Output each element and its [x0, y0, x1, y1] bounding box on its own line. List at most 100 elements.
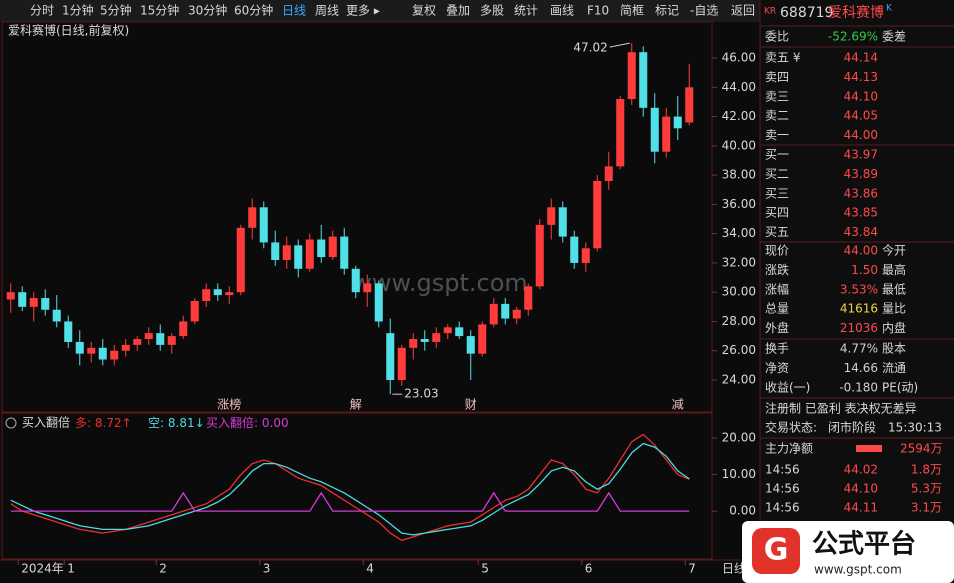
- order-label: 买五: [765, 225, 789, 239]
- stat-label: 总量: [765, 302, 789, 316]
- toolbar-button[interactable]: 多股: [480, 4, 504, 18]
- candle-body: [593, 180, 602, 249]
- toolbar-button[interactable]: 简框: [620, 4, 644, 18]
- order-label: 买二: [765, 167, 789, 181]
- legend-name: 多: [75, 416, 87, 430]
- y-tick-label: 26.00: [722, 343, 756, 357]
- price-frame: [1, 21, 713, 413]
- candle-body: [202, 289, 211, 301]
- order-price: 43.85: [844, 206, 878, 220]
- candle-body: [305, 239, 314, 269]
- legend-entry: 买入翻倍: 0.00: [206, 415, 289, 430]
- stat-value: 41616: [840, 302, 878, 316]
- order-price: 43.89: [844, 167, 878, 181]
- trade-price: 44.11: [844, 501, 878, 515]
- candle-body: [443, 327, 452, 334]
- candle-body: [236, 227, 245, 293]
- toolbar-button[interactable]: F10: [587, 4, 609, 18]
- order-label: 买三: [765, 186, 789, 200]
- toolbar-button[interactable]: 画线: [550, 4, 574, 18]
- candle-body: [144, 333, 153, 340]
- label: 委差: [882, 30, 906, 44]
- toolbar-tab[interactable]: 30分钟: [188, 3, 227, 18]
- candle-body: [98, 347, 107, 360]
- y-tick-label: 10.00: [722, 467, 756, 481]
- candle-body: [18, 292, 27, 307]
- y-tick-label: 38.00: [722, 168, 756, 182]
- main-net-value: 2594万: [900, 442, 943, 456]
- y-tick-label: 44.00: [722, 80, 756, 94]
- toolbar-tab[interactable]: 周线: [315, 4, 339, 18]
- toolbar-tab[interactable]: 15分钟: [140, 3, 179, 18]
- event-label: 减: [672, 398, 684, 412]
- candle-body: [110, 350, 119, 360]
- toolbar-tab[interactable]: 更多 ▸: [346, 4, 380, 18]
- min-label: 23.03: [404, 387, 438, 401]
- stat-label: 净资: [765, 361, 789, 375]
- market: KR: [764, 7, 776, 17]
- toolbar-tab[interactable]: 日线: [282, 4, 306, 18]
- toolbar-button[interactable]: 标记: [655, 4, 679, 18]
- candle-body: [455, 327, 464, 337]
- order-price: 43.84: [844, 225, 878, 239]
- candle-body: [29, 298, 38, 307]
- order-label: 买一: [765, 148, 789, 162]
- candle-body: [512, 309, 521, 319]
- candle-body: [121, 344, 130, 351]
- status-value: 闭市阶段: [828, 420, 876, 435]
- candle-body: [685, 87, 694, 123]
- toolbar-tab[interactable]: 1分钟: [62, 3, 94, 18]
- toolbar-tab[interactable]: 60分钟: [234, 3, 273, 18]
- order-label: 卖二: [765, 109, 789, 123]
- stat-label: PE(动): [882, 380, 918, 394]
- event-label: 解: [350, 398, 362, 412]
- order-price: 43.97: [844, 148, 878, 162]
- x-tick-label: 2024年: [21, 562, 64, 576]
- legend-name: 买入翻倍: [206, 415, 254, 430]
- x-tick-label: 5: [481, 562, 489, 576]
- candle-body: [386, 333, 395, 380]
- toolbar-button[interactable]: 统计: [514, 4, 538, 18]
- trade-time: 14:56: [765, 501, 800, 515]
- stat-value: 1.50: [851, 263, 878, 277]
- order-label: 买四: [765, 206, 789, 220]
- toolbar: [0, 0, 760, 22]
- icon[interactable]: [5, 417, 17, 429]
- stat-label: 涨跌: [765, 262, 789, 277]
- stat-value: 3.53%: [840, 282, 878, 296]
- quote-panel: [760, 0, 954, 583]
- candle-body: [524, 286, 533, 310]
- candle-body: [627, 52, 636, 100]
- event-label: 涨榜: [217, 397, 241, 412]
- candle-body: [87, 347, 96, 354]
- candle-body: [397, 347, 406, 380]
- status-label: 交易状态:: [765, 420, 817, 435]
- toolbar-button[interactable]: -自选: [690, 4, 718, 18]
- stat-label: 量比: [882, 302, 906, 316]
- candle-body: [271, 242, 280, 260]
- candle-body: [156, 333, 165, 345]
- order-price: 44.10: [844, 89, 878, 103]
- toolbar-tab[interactable]: 分时: [30, 4, 54, 18]
- candle-body: [294, 245, 303, 269]
- status-time: 15:30:13: [888, 421, 942, 435]
- stat-label: 收益(一): [765, 380, 810, 394]
- candle-body: [167, 336, 176, 345]
- candle-body: [179, 321, 188, 337]
- candle-body: [248, 207, 257, 228]
- toolbar-button[interactable]: 复权: [412, 4, 436, 18]
- order-price: 43.86: [844, 186, 878, 200]
- legend-value: : 0.00: [254, 416, 289, 430]
- trade-price: 44.10: [844, 482, 878, 496]
- stock-code: 688719: [780, 5, 833, 21]
- indicator-line: [10, 491, 690, 512]
- order-price: 44.13: [844, 70, 878, 84]
- legend-value: : 8.72↑: [87, 416, 132, 430]
- candle-body: [75, 341, 84, 354]
- toolbar-tab[interactable]: 5分钟: [100, 3, 132, 18]
- toolbar-button[interactable]: 叠加: [446, 4, 470, 18]
- main-net-label: 主力净额: [765, 442, 813, 456]
- candle-body: [501, 303, 510, 319]
- toolbar-button[interactable]: 返回: [731, 4, 755, 18]
